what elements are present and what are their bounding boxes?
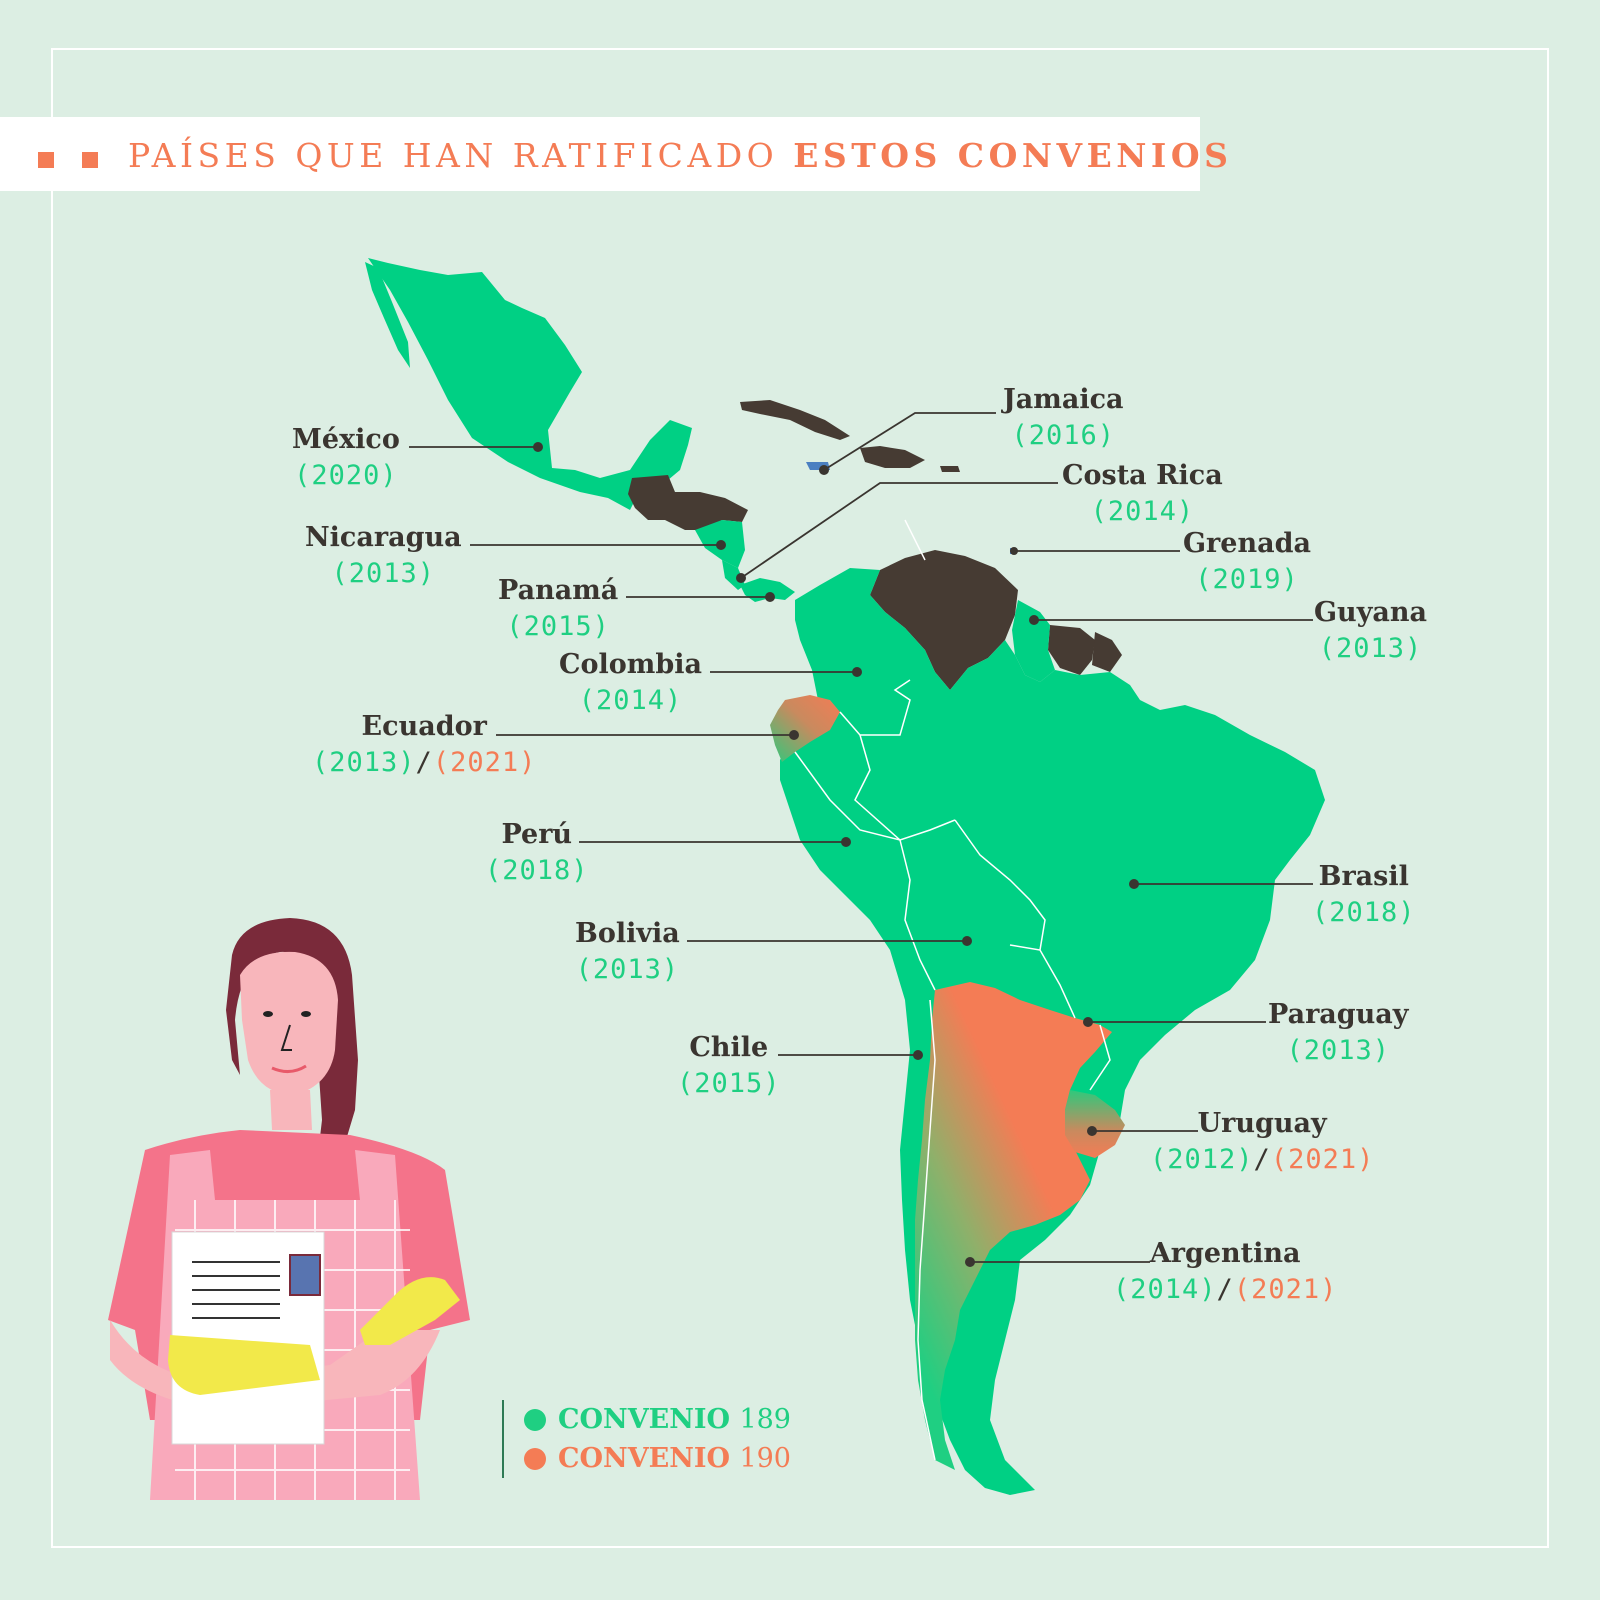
year-189: (2018): [1312, 897, 1416, 928]
year-190: (2021): [1270, 1144, 1375, 1175]
country-name: Nicaragua: [305, 522, 462, 553]
year-separator: /: [1253, 1144, 1271, 1175]
country-ecuador: [770, 695, 840, 762]
year-189: (2014): [1113, 1274, 1217, 1305]
face: [240, 951, 338, 1095]
country-name: Paraguay: [1268, 999, 1409, 1030]
legend-label: CONVENIO: [558, 1404, 731, 1435]
year-189: (2013): [331, 558, 436, 589]
eye-left: [263, 1011, 273, 1017]
leader-lines: [409, 412, 1313, 1263]
legend: CONVENIO 189 CONVENIO 190: [502, 1400, 791, 1478]
year-189: (2019): [1195, 564, 1299, 595]
leader-dots: [533, 442, 1139, 1267]
label-costa-rica: Costa Rica (2014): [1062, 459, 1223, 531]
legend-number: 190: [739, 1443, 791, 1474]
glove-right: [360, 1277, 460, 1345]
document-photo: [289, 1254, 321, 1296]
year-189: (2013): [312, 747, 416, 778]
year-189: (2015): [677, 1068, 781, 1099]
country-venezuela: [870, 550, 1018, 690]
legend-number: 189: [739, 1404, 791, 1435]
label-grenada: Grenada (2019): [1183, 527, 1311, 599]
label-colombia: Colombia (2014): [559, 648, 702, 720]
country-name: Ecuador: [361, 711, 487, 742]
frame-border: [51, 48, 1549, 1548]
label-nicaragua: Nicaragua (2013): [305, 521, 462, 593]
label-brasil: Brasil (2018): [1312, 860, 1416, 932]
label-peru: Perú (2018): [485, 818, 589, 890]
year-189: (2012): [1150, 1144, 1254, 1175]
year-189: (2013): [1286, 1035, 1391, 1066]
year-separator: /: [1216, 1274, 1234, 1305]
label-argentina: Argentina (2014)/(2021): [1113, 1237, 1337, 1309]
label-panama: Panamá (2015): [498, 574, 618, 646]
country-argentina: [915, 982, 1112, 1470]
country-french-guiana: [1092, 632, 1122, 672]
title-square-icon: [82, 152, 98, 168]
nose: [280, 1024, 292, 1051]
eye-right: [301, 1011, 311, 1017]
legend-dot-icon: [524, 1447, 546, 1470]
country-name: Bolivia: [575, 918, 680, 949]
legend-item-190: CONVENIO 190: [524, 1439, 791, 1478]
page-title: PAÍSES QUE HAN RATIFICADO ESTOS CONVENIO…: [128, 130, 1232, 182]
neck: [270, 1090, 312, 1130]
country-suriname: [1048, 625, 1095, 675]
country-name: Perú: [501, 819, 573, 850]
country-mexico: [368, 258, 692, 510]
year-190: (2021): [432, 747, 537, 778]
document-lines: [192, 1261, 280, 1319]
country-name: Guyana: [1314, 597, 1427, 628]
country-guatemala-honduras: [628, 475, 748, 530]
border-lines: [794, 519, 1111, 1461]
year-189: (2015): [506, 611, 610, 642]
country-name: Colombia: [559, 649, 702, 680]
year-190: (2021): [1233, 1274, 1338, 1305]
mouth: [271, 1064, 307, 1073]
legend-label: CONVENIO: [558, 1443, 731, 1474]
label-chile: Chile (2015): [677, 1031, 781, 1103]
year-189: (2013): [1318, 633, 1423, 664]
country-name: Chile: [689, 1032, 769, 1063]
woman-illustration: [108, 918, 470, 1500]
year-189: (2020): [294, 460, 398, 491]
year-189: (2018): [485, 855, 589, 886]
year-189: (2016): [1011, 420, 1116, 451]
label-uruguay: Uruguay (2012)/(2021): [1150, 1107, 1374, 1179]
country-name: México: [292, 424, 400, 455]
legend-dot-icon: [524, 1408, 546, 1431]
country-name: Argentina: [1149, 1238, 1301, 1269]
country-name: Panamá: [498, 575, 619, 606]
country-cuba: [740, 400, 850, 440]
country-baja-california: [365, 262, 410, 368]
glove-left: [168, 1335, 320, 1395]
country-puerto-rico: [940, 466, 960, 472]
country-name: Costa Rica: [1062, 460, 1223, 491]
country-name: Uruguay: [1197, 1108, 1327, 1139]
title-bar: [0, 117, 1200, 191]
label-bolivia: Bolivia (2013): [575, 917, 680, 989]
country-name: Grenada: [1183, 528, 1311, 559]
country-panama: [740, 578, 795, 602]
country-name: Brasil: [1318, 861, 1409, 892]
title-square-icon: [38, 152, 54, 168]
country-name: Jamaica: [1003, 384, 1124, 415]
year-separator: /: [415, 747, 433, 778]
year-189: (2013): [575, 954, 680, 985]
country-hispaniola: [860, 446, 925, 468]
title-bold: ESTOS CONVENIOS: [793, 136, 1233, 175]
legend-item-189: CONVENIO 189: [524, 1400, 791, 1439]
label-jamaica: Jamaica (2016): [1003, 383, 1124, 455]
label-mexico: México (2020): [292, 423, 400, 495]
label-ecuador: Ecuador (2013)/(2021): [312, 710, 536, 782]
label-paraguay: Paraguay (2013): [1268, 998, 1408, 1070]
label-guyana: Guyana (2013): [1314, 596, 1427, 668]
country-uruguay: [1065, 1090, 1125, 1158]
title-light: PAÍSES QUE HAN RATIFICADO: [128, 136, 779, 175]
year-189: (2014): [578, 685, 683, 716]
year-189: (2014): [1090, 496, 1195, 527]
